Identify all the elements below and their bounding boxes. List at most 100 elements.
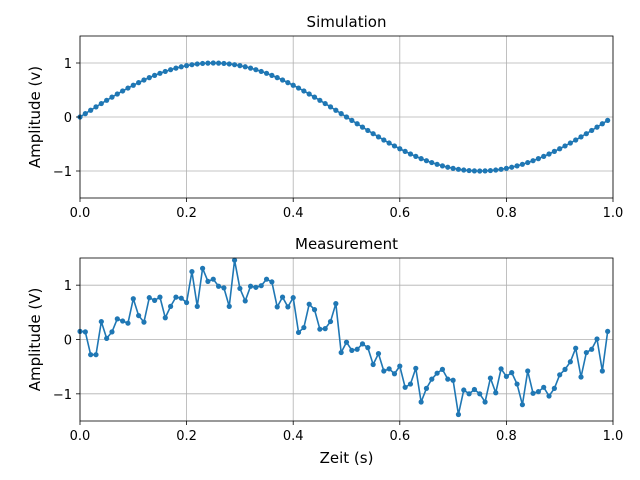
simulation-data-point (514, 163, 520, 169)
simulation-data-point (231, 62, 238, 68)
simulation-data-point (93, 104, 99, 110)
measurement-data-point (194, 303, 200, 309)
measurement-data-point (514, 381, 520, 387)
simulation-data-point (269, 72, 275, 78)
measurement-xlabel: Zeit (s) (320, 449, 374, 467)
simulation-data-point (418, 156, 424, 162)
measurement-series (77, 257, 611, 418)
simulation-data-point (487, 167, 494, 174)
measurement-data-point (477, 391, 483, 397)
simulation-data-point (407, 151, 414, 157)
measurement-data-point (311, 307, 318, 313)
measurement-subplot: 0.0 0.2 0.4 0.6 0.8 1.0 −1 0 1 Measurement Ampli… (26, 235, 623, 467)
measurement-data-point (439, 366, 446, 372)
simulation-series-line (79, 62, 609, 172)
simulation-data-point (279, 77, 286, 83)
measurement-data-point (423, 385, 430, 391)
measurement-data-point (109, 329, 115, 335)
simulation-xtick-label: 0.6 (389, 206, 410, 221)
measurement-data-point (418, 399, 424, 405)
simulation-data-point (541, 153, 547, 159)
simulation-data-point (605, 117, 611, 123)
measurement-data-point (599, 368, 605, 374)
measurement-data-point (295, 329, 302, 336)
measurement-data-point (605, 328, 611, 334)
measurement-data-point (231, 257, 238, 263)
measurement-data-point (375, 351, 382, 357)
simulation-data-point (599, 121, 605, 127)
measurement-data-point (215, 283, 222, 289)
measurement-data-point (237, 285, 243, 292)
measurement-data-point (535, 389, 541, 395)
measurement-data-point (343, 339, 350, 345)
simulation-data-point (493, 167, 499, 173)
simulation-data-point (120, 88, 126, 94)
measurement-data-point (210, 276, 216, 282)
simulation-data-point (226, 61, 232, 67)
measurement-data-point (141, 319, 147, 325)
simulation-data-point (498, 166, 504, 172)
simulation-data-point (247, 65, 254, 71)
measurement-data-point (370, 361, 376, 368)
measurement-data-point (114, 316, 120, 322)
measurement-ylabel: Amplitude (V) (26, 288, 44, 392)
simulation-data-point (461, 167, 467, 173)
measurement-data-point (226, 303, 232, 309)
simulation-data-point (88, 107, 94, 113)
simulation-xtick-label: 0.8 (496, 206, 517, 221)
simulation-data-point (98, 100, 104, 107)
simulation-data-point (285, 80, 291, 86)
simulation-data-point (146, 75, 152, 81)
simulation-data-point (338, 111, 344, 117)
simulation-subplot: 0.0 0.2 0.4 0.6 0.8 1.0 −1 0 1 Simulation Amplit… (26, 13, 623, 221)
measurement-data-point (391, 371, 398, 377)
simulation-ytick-label: 0 (64, 111, 72, 126)
simulation-data-point (365, 127, 371, 134)
simulation-data-point (349, 117, 355, 123)
measurement-data-point (93, 352, 99, 358)
simulation-data-point (322, 100, 328, 107)
measurement-data-point (503, 373, 509, 380)
measurement-xtick-label: 0.4 (283, 429, 304, 444)
simulation-data-point (311, 94, 318, 100)
simulation-data-point (178, 64, 184, 70)
measurement-data-point (290, 295, 296, 301)
measurement-data-point (178, 295, 184, 301)
simulation-data-point (333, 107, 339, 113)
simulation-data-point (397, 146, 403, 152)
measurement-data-point (407, 381, 414, 387)
measurement-data-point (253, 284, 259, 290)
simulation-data-point (589, 127, 595, 134)
measurement-data-point (354, 346, 360, 352)
measurement-data-point (120, 318, 126, 324)
simulation-data-point (445, 164, 451, 170)
measurement-data-point (130, 296, 136, 302)
simulation-data-point (525, 159, 531, 166)
measurement-data-point (88, 352, 94, 358)
simulation-data-point (258, 68, 264, 75)
measurement-data-point (573, 345, 579, 351)
measurement-data-point (317, 326, 323, 332)
measurement-data-point (509, 370, 515, 376)
simulation-ytick-label: 1 (64, 57, 72, 72)
measurement-data-point (402, 384, 408, 390)
measurement-data-point (471, 386, 478, 393)
measurement-data-point (104, 335, 110, 342)
measurement-data-point (546, 393, 552, 399)
simulation-data-point (509, 164, 515, 170)
simulation-data-point (519, 161, 525, 167)
measurement-xtick-label: 0.2 (176, 429, 197, 444)
simulation-data-point (343, 114, 350, 120)
simulation-data-point (327, 104, 334, 110)
measurement-data-point (583, 349, 589, 356)
simulation-data-point (82, 111, 88, 117)
measurement-data-point (551, 385, 557, 391)
simulation-data-point (359, 124, 366, 130)
measurement-data-point (258, 283, 264, 289)
measurement-data-point (274, 304, 280, 310)
measurement-data-point (199, 265, 206, 271)
measurement-data-point (242, 298, 248, 304)
measurement-xtick-label: 1.0 (603, 429, 624, 444)
simulation-data-point (375, 134, 382, 140)
measurement-data-point (168, 303, 174, 309)
